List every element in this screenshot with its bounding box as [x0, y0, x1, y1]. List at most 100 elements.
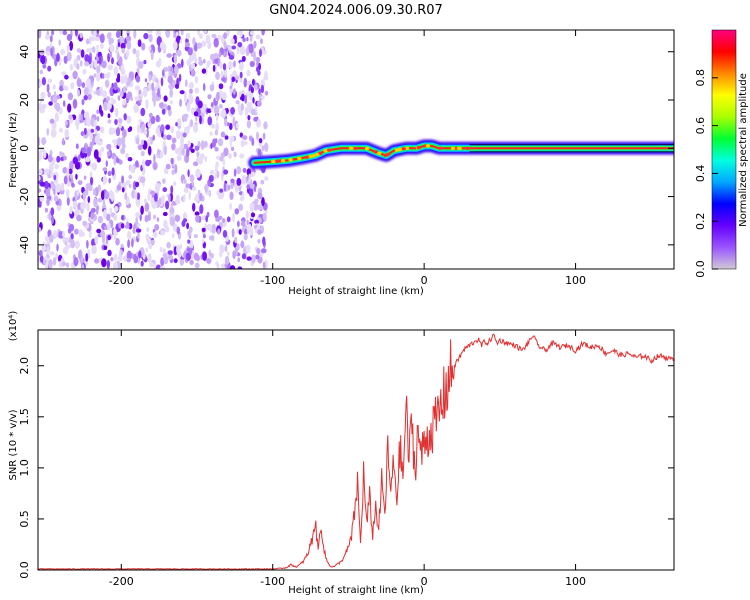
noise-speckle: [93, 120, 97, 128]
noise-speckle: [56, 155, 61, 163]
noise-speckle: [43, 149, 47, 159]
noise-speckle: [205, 34, 211, 45]
noise-speckle: [208, 175, 214, 183]
noise-speckle: [196, 42, 202, 49]
noise-speckle: [121, 215, 124, 221]
noise-speckle: [38, 175, 41, 181]
noise-speckle: [133, 30, 137, 39]
signal-hotspot: [404, 146, 410, 150]
noise-speckle: [93, 59, 98, 69]
noise-speckle: [85, 253, 89, 262]
noise-speckle: [146, 226, 150, 233]
noise-speckle: [38, 137, 41, 147]
noise-speckle: [141, 42, 146, 51]
noise-speckle: [188, 81, 194, 89]
noise-speckle: [50, 47, 53, 57]
noise-speckle: [148, 74, 152, 82]
noise-speckle: [113, 205, 119, 213]
colorbar-tick-label: 0.6: [694, 117, 707, 135]
noise-speckle: [145, 99, 149, 110]
noise-speckle: [144, 202, 150, 212]
noise-speckle: [99, 126, 105, 134]
noise-speckle: [74, 30, 78, 37]
noise-speckle: [94, 235, 99, 245]
noise-speckle: [147, 30, 153, 34]
signal-hotspot: [280, 159, 286, 163]
noise-speckle: [228, 61, 234, 69]
noise-speckle: [137, 39, 142, 47]
noise-speckle: [220, 131, 226, 138]
noise-speckle: [162, 187, 168, 193]
noise-speckle: [258, 217, 262, 224]
noise-speckle: [75, 143, 79, 149]
noise-speckle: [188, 93, 192, 99]
noise-speckle: [53, 195, 59, 202]
noise-speckle: [59, 85, 64, 92]
figure-title: GN04.2024.006.09.30.R07: [269, 3, 443, 18]
noise-speckle: [245, 210, 249, 220]
noise-speckle: [137, 144, 143, 151]
signal-hotspot: [365, 146, 370, 151]
noise-speckle: [250, 212, 256, 218]
noise-speckle: [163, 219, 168, 229]
signal-hotspot: [271, 159, 276, 164]
noise-speckle: [189, 259, 194, 265]
noise-speckle: [91, 36, 96, 42]
noise-speckle: [176, 118, 182, 127]
noise-speckle: [38, 150, 43, 160]
noise-speckle: [122, 129, 127, 138]
noise-speckle: [144, 78, 148, 83]
noise-speckle: [260, 95, 265, 100]
noise-speckle: [261, 248, 267, 254]
noise-speckle: [100, 147, 105, 152]
noise-speckle: [167, 250, 173, 256]
noise-speckle: [197, 189, 201, 195]
noise-speckle: [186, 59, 192, 67]
noise-speckle: [202, 239, 205, 244]
noise-speckle: [171, 169, 175, 176]
noise-speckle: [231, 45, 237, 50]
noise-speckle: [216, 91, 220, 102]
noise-speckle: [219, 188, 224, 193]
noise-speckle: [85, 78, 91, 88]
noise-speckle: [254, 84, 258, 91]
noise-speckle: [93, 197, 98, 208]
noise-speckle: [186, 222, 190, 230]
signal-hotspot: [425, 144, 431, 148]
noise-speckle: [249, 35, 253, 42]
noise-speckle: [94, 258, 100, 264]
noise-speckle: [109, 86, 115, 97]
noise-speckle: [145, 247, 148, 253]
noise-speckle: [174, 148, 180, 155]
noise-speckle: [222, 218, 226, 223]
noise-speckle: [248, 223, 252, 231]
noise-speckle: [239, 195, 243, 202]
noise-speckle: [116, 184, 122, 191]
noise-speckle: [209, 170, 215, 175]
noise-speckle: [126, 80, 130, 87]
noise-speckle: [44, 235, 49, 242]
noise-speckle: [209, 131, 213, 136]
noise-speckle: [156, 217, 160, 222]
noise-speckle: [217, 194, 224, 200]
noise-speckle: [187, 239, 191, 244]
snr-y-axis-label: SNR (10 * v/v): [8, 409, 19, 480]
noise-speckle: [113, 228, 117, 235]
noise-speckle: [120, 223, 125, 229]
noise-speckle: [138, 89, 141, 95]
noise-speckle: [160, 77, 164, 87]
noise-speckle: [131, 189, 136, 199]
noise-speckle: [218, 83, 224, 90]
noise-speckle: [235, 122, 239, 129]
noise-speckle: [72, 156, 79, 165]
noise-speckle: [240, 103, 244, 111]
noise-speckle: [140, 176, 146, 183]
x-tick-label: -100: [260, 274, 285, 287]
signal-hotspot: [288, 158, 293, 162]
noise-speckle: [189, 226, 193, 233]
noise-speckle: [153, 97, 156, 107]
noise-speckle: [130, 96, 134, 102]
noise-speckle: [51, 30, 55, 36]
noise-speckle: [67, 92, 73, 101]
noise-speckle: [179, 90, 185, 95]
